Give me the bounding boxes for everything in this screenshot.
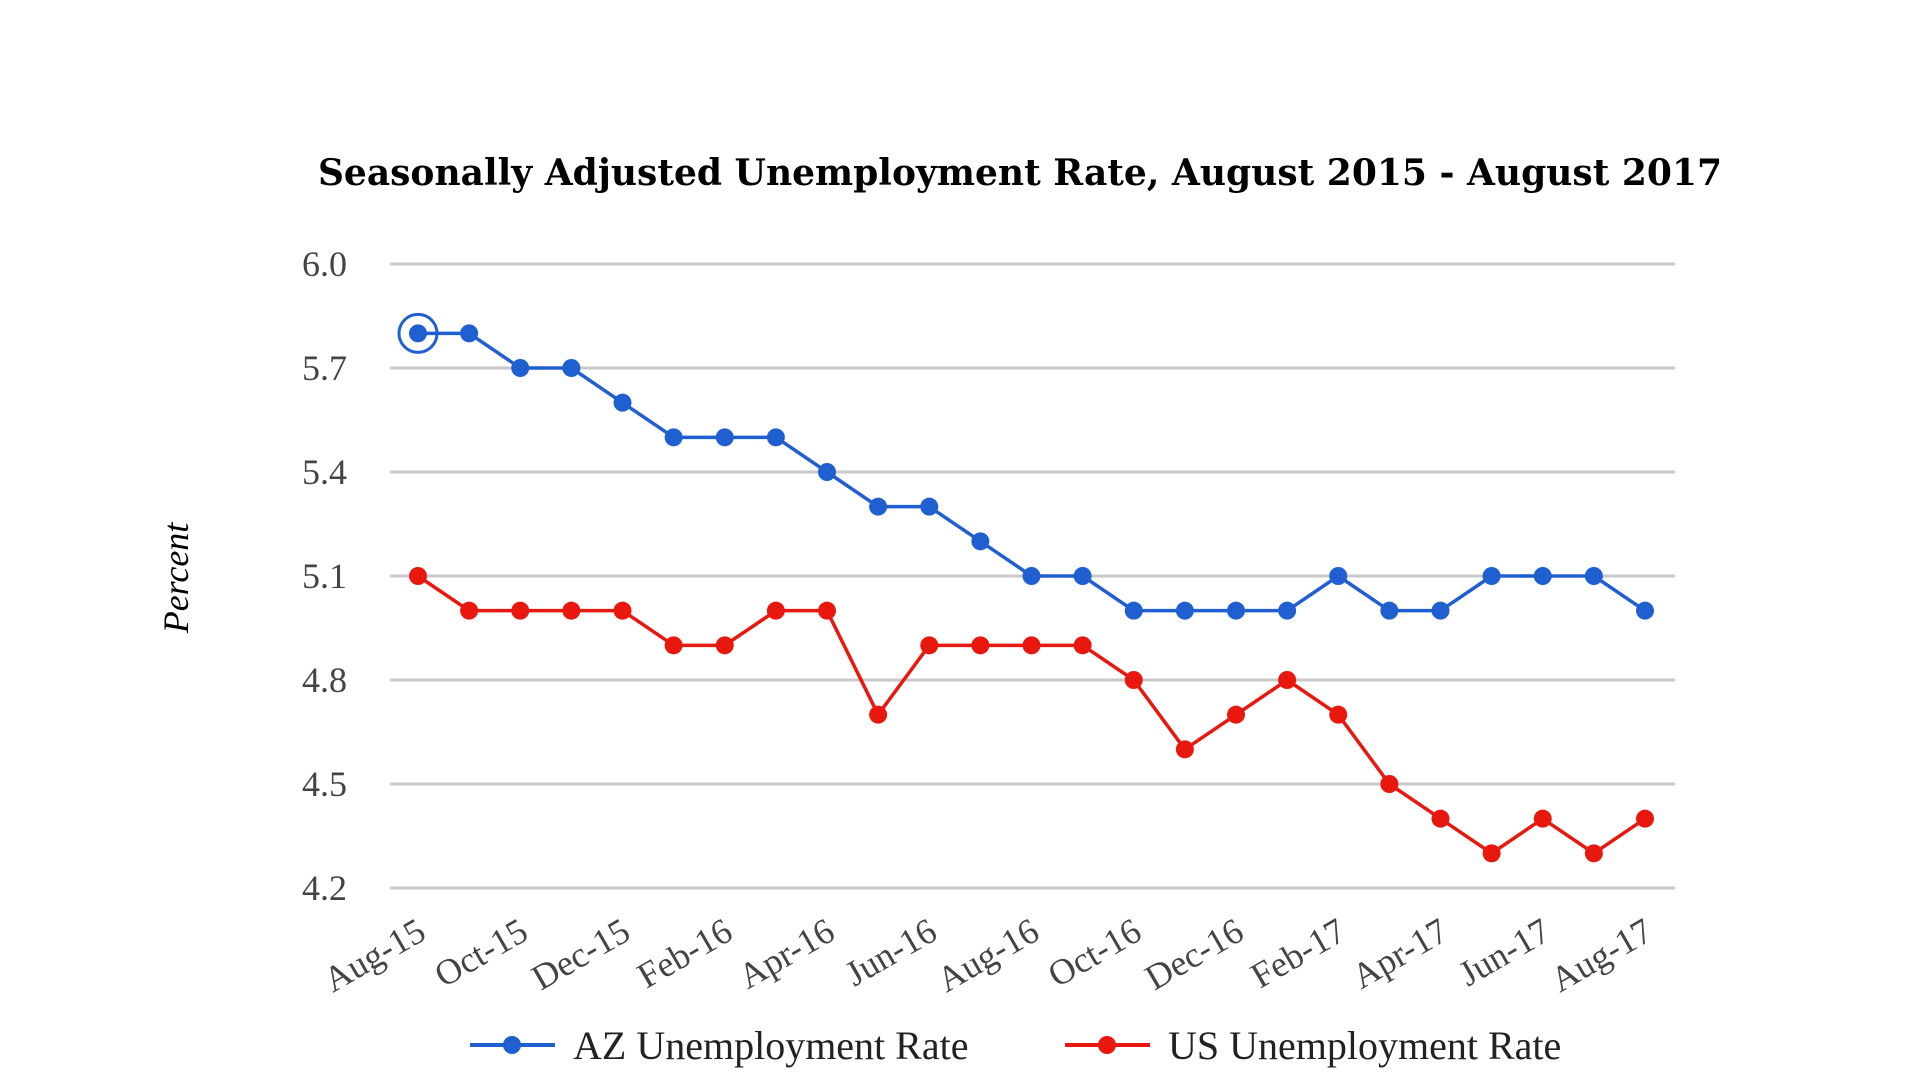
legend-label: AZ Unemployment Rate xyxy=(573,1023,968,1068)
x-tick-label: Apr-17 xyxy=(1345,910,1454,996)
x-tick-label: Dec-16 xyxy=(1138,910,1250,998)
data-point xyxy=(1431,601,1450,620)
data-point xyxy=(920,636,939,655)
y-tick-label: 4.8 xyxy=(302,660,347,700)
y-tick-label: 4.5 xyxy=(302,764,347,804)
x-tick-label: Feb-17 xyxy=(1244,910,1352,996)
x-tick-label: Oct-15 xyxy=(428,910,535,995)
data-point xyxy=(1073,567,1092,585)
x-tick-label: Apr-16 xyxy=(732,910,841,996)
chart-title: Seasonally Adjusted Unemployment Rate, A… xyxy=(318,152,1722,194)
data-point xyxy=(1380,775,1399,793)
selected-point-ring xyxy=(397,312,439,354)
series-az xyxy=(409,324,1654,620)
data-point xyxy=(409,324,427,343)
data-point xyxy=(1584,567,1603,585)
data-point xyxy=(1227,601,1245,620)
series-line xyxy=(417,574,1646,856)
data-point xyxy=(1636,809,1654,828)
legend-item: US Unemployment Rate xyxy=(1065,1023,1561,1068)
data-point xyxy=(460,324,479,343)
data-point xyxy=(1022,636,1041,655)
data-point xyxy=(1278,601,1297,620)
data-point xyxy=(1636,601,1654,620)
y-axis-ticks: 6.0 5.7 5.4 5.1 4.8 4.5 4.2 xyxy=(302,244,347,908)
y-tick-label: 6.0 xyxy=(302,244,347,284)
data-point xyxy=(613,393,632,412)
legend-marker xyxy=(1098,1036,1116,1054)
data-point xyxy=(920,497,939,516)
data-point xyxy=(1124,671,1143,689)
data-point xyxy=(1482,567,1501,585)
x-tick-label: Aug-17 xyxy=(1544,910,1659,1000)
data-point xyxy=(1584,844,1603,863)
data-point xyxy=(511,601,530,620)
y-tick-label: 4.2 xyxy=(302,868,347,908)
y-tick-label: 5.7 xyxy=(302,348,347,388)
data-point xyxy=(1482,844,1501,863)
data-point xyxy=(1329,567,1348,585)
data-point xyxy=(1431,809,1450,828)
legend-label: US Unemployment Rate xyxy=(1168,1023,1561,1068)
data-point xyxy=(715,428,734,447)
data-point xyxy=(818,463,836,481)
x-tick-label: Aug-15 xyxy=(317,910,432,1000)
data-point xyxy=(869,705,888,724)
data-point xyxy=(409,567,427,585)
data-point xyxy=(715,636,734,655)
data-point xyxy=(1175,601,1194,620)
x-tick-label: Jun-16 xyxy=(838,910,943,994)
data-point xyxy=(1533,809,1552,828)
x-tick-label: Feb-16 xyxy=(630,910,738,996)
data-point xyxy=(562,359,581,377)
data-point xyxy=(971,532,990,551)
data-point xyxy=(460,601,479,620)
x-tick-label: Jun-17 xyxy=(1452,910,1557,994)
data-point xyxy=(1278,671,1297,689)
x-tick-label: Oct-16 xyxy=(1041,910,1148,995)
data-point xyxy=(664,636,683,655)
legend-item: AZ Unemployment Rate xyxy=(470,1023,968,1068)
data-point xyxy=(613,601,632,620)
x-tick-label: Aug-16 xyxy=(930,910,1045,1000)
data-point xyxy=(562,601,581,620)
y-tick-label: 5.1 xyxy=(302,556,347,596)
data-point xyxy=(1533,567,1552,585)
data-point xyxy=(1073,636,1092,655)
data-point xyxy=(971,636,990,655)
gridlines xyxy=(390,262,1675,890)
data-point xyxy=(869,497,888,516)
x-tick-label: Dec-15 xyxy=(525,910,637,998)
data-point xyxy=(1124,601,1143,620)
data-point xyxy=(511,359,530,377)
data-point xyxy=(766,428,785,447)
y-tick-label: 5.4 xyxy=(302,452,347,492)
data-point xyxy=(664,428,683,447)
data-point xyxy=(818,601,836,620)
legend: AZ Unemployment Rate US Unemployment Rate xyxy=(470,1023,1561,1068)
series-us xyxy=(409,567,1654,863)
data-point xyxy=(1227,705,1245,724)
legend-marker xyxy=(503,1036,521,1054)
data-point xyxy=(766,601,785,620)
y-axis-label: Percent xyxy=(156,522,196,635)
x-axis-ticks: Aug-15Oct-15Dec-15Feb-16Apr-16Jun-16Aug-… xyxy=(317,910,1659,1000)
data-point xyxy=(1329,705,1348,724)
data-point xyxy=(1380,601,1399,620)
data-point xyxy=(1022,567,1041,585)
data-point xyxy=(1175,740,1194,759)
series-layer xyxy=(397,312,1654,863)
